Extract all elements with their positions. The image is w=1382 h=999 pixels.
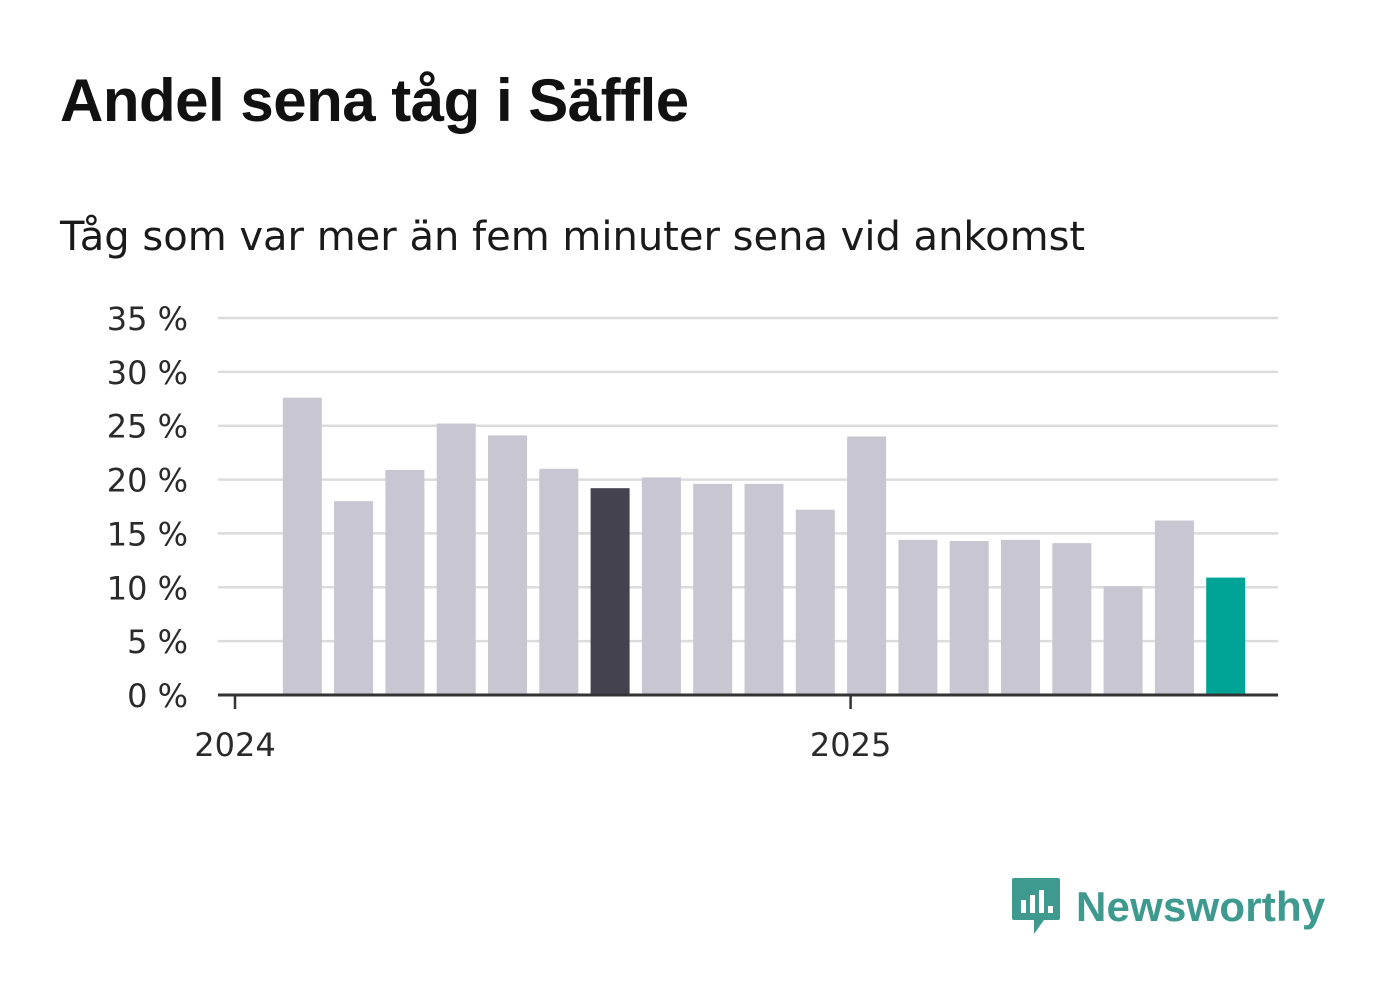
y-tick-label: 15 % [107, 515, 188, 553]
bar [1052, 543, 1092, 695]
bar [1154, 520, 1194, 695]
y-tick-label: 35 % [107, 300, 188, 338]
bar [1206, 577, 1246, 695]
y-tick-label: 25 % [107, 408, 188, 446]
bar [1001, 539, 1040, 695]
y-tick-label: 30 % [107, 354, 188, 392]
newsworthy-logo: Newsworthy [1010, 876, 1325, 938]
bar [334, 501, 374, 695]
bar [898, 539, 938, 695]
bar [847, 436, 887, 695]
bar [590, 488, 630, 695]
bar [744, 483, 784, 695]
y-tick-label: 10 % [107, 569, 188, 607]
bar [795, 509, 835, 695]
bar [949, 540, 989, 695]
bar-chart: 0 % 5 % 10 % 15 % 20 % 25 % 30 % 35 % 2024 2025 [107, 300, 1278, 764]
y-tick-label: 5 % [127, 623, 188, 661]
bar [436, 423, 476, 695]
bar [693, 483, 733, 695]
y-tick-label: 0 % [127, 677, 188, 715]
bar [282, 397, 322, 695]
newsworthy-logo-icon [1012, 878, 1060, 934]
bar [385, 469, 425, 695]
x-tick-label: 2024 [194, 726, 275, 764]
bar [539, 468, 579, 695]
chart-subtitle: Tåg som var mer än fem minuter sena vid … [60, 214, 1086, 260]
bar [641, 477, 681, 695]
x-tick-label: 2025 [810, 726, 891, 764]
y-tick-label: 20 % [107, 462, 188, 500]
chart-title: Andel sena tåg i Säffle [60, 67, 689, 134]
bar [488, 435, 527, 695]
brand-name: Newsworthy [1076, 883, 1326, 930]
bar [1103, 586, 1143, 695]
